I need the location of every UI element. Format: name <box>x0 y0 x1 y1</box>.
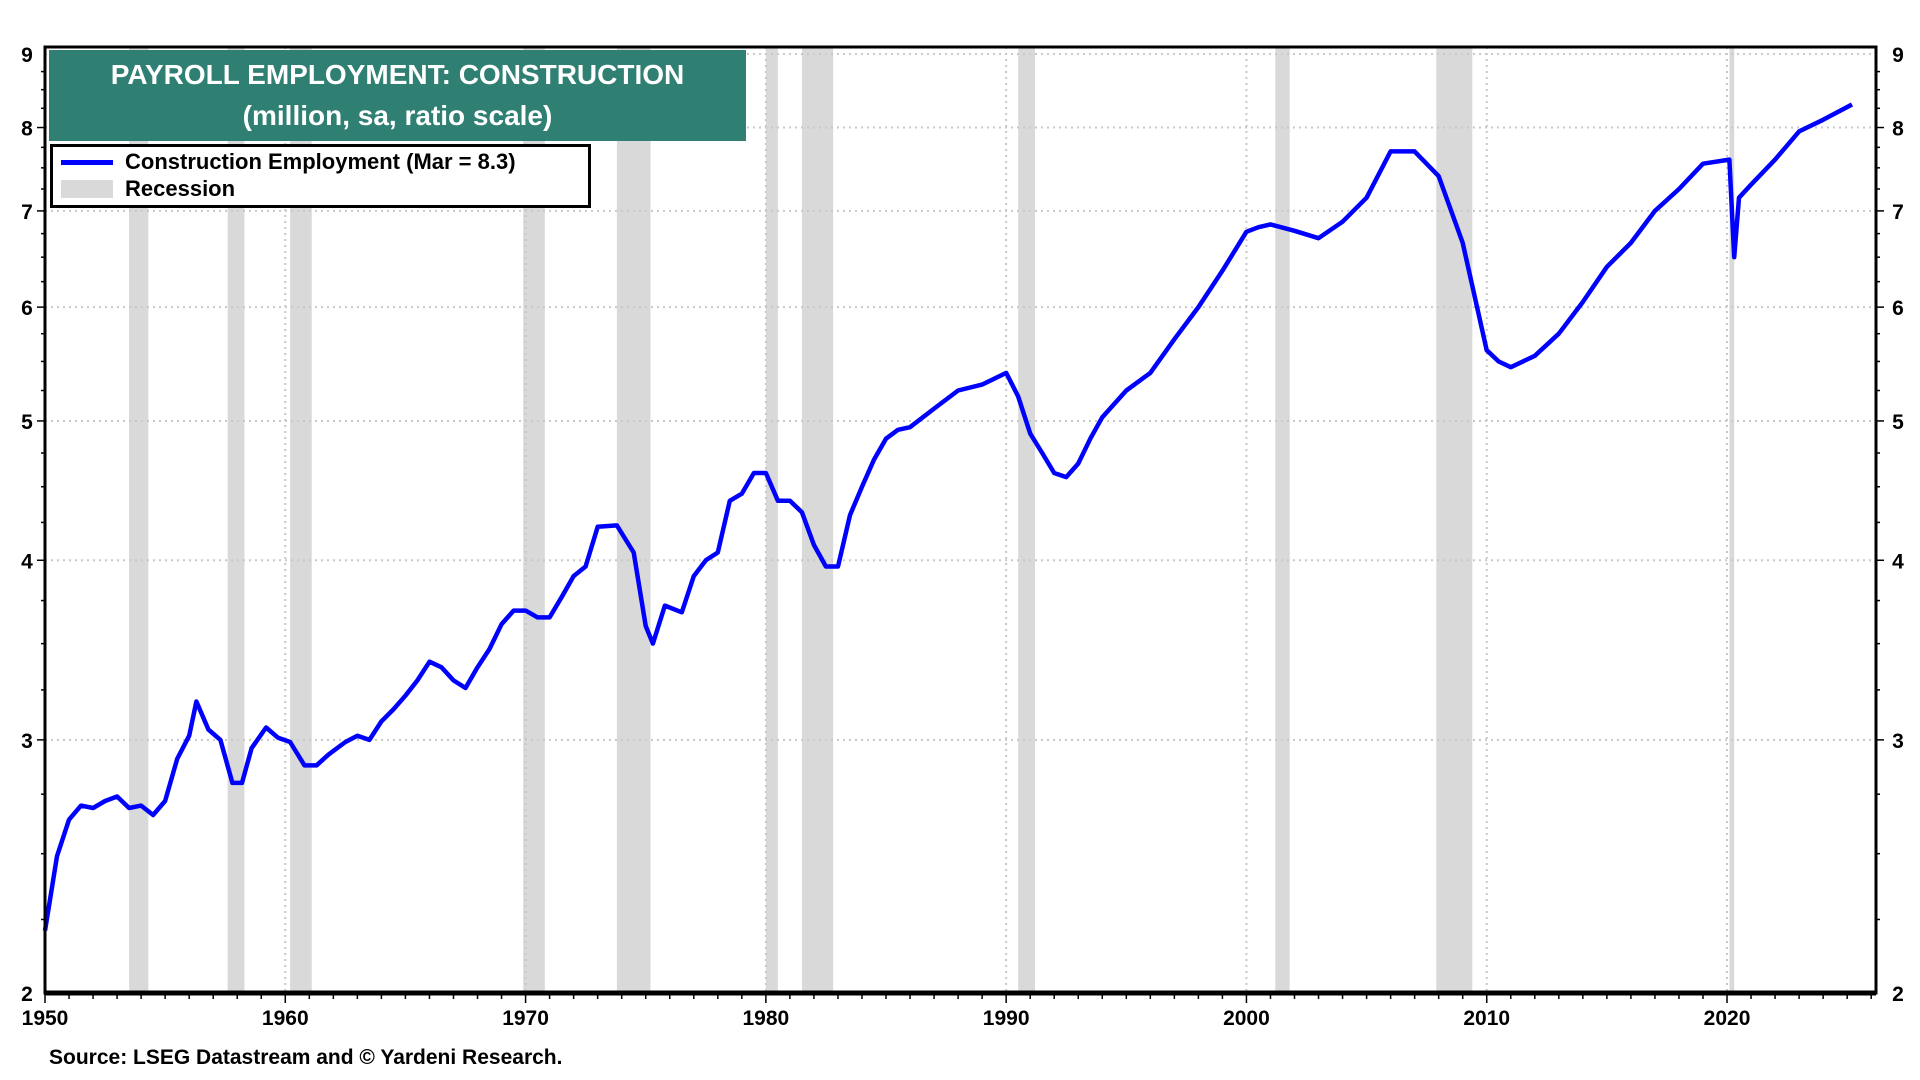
y-tick-label-left: 6 <box>21 297 33 320</box>
x-tick-label: 2020 <box>1704 1007 1751 1030</box>
source-note: Source: LSEG Datastream and © Yardeni Re… <box>49 1046 563 1069</box>
recession-band <box>1018 47 1035 993</box>
recession-band <box>227 47 245 993</box>
x-tick-label: 1950 <box>22 1007 69 1030</box>
x-tick-label: 1990 <box>983 1007 1030 1030</box>
y-tick-label-left: 2 <box>21 983 33 1006</box>
recession-bands <box>129 47 1735 993</box>
y-tick-label-left: 8 <box>21 118 33 141</box>
legend-label: Recession <box>125 176 236 201</box>
recession-band <box>1436 47 1473 993</box>
recession-band <box>1275 47 1290 993</box>
y-tick-label-left: 5 <box>21 411 33 434</box>
y-tick-label-right: 6 <box>1892 297 1904 320</box>
legend-item-recession: Recession <box>61 176 235 202</box>
y-tick-label-left: 4 <box>21 550 33 573</box>
legend: Construction Employment (Mar = 8.3) Rece… <box>50 144 591 208</box>
y-tick-label-right: 4 <box>1892 550 1904 573</box>
x-tick-label: 1960 <box>262 1007 309 1030</box>
chart-subtitle: (million, sa, ratio scale) <box>242 100 553 131</box>
y-tick-label-left: 7 <box>21 201 33 224</box>
x-tick-label: 2010 <box>1463 1007 1510 1030</box>
legend-item-construction: Construction Employment (Mar = 8.3) <box>61 149 516 175</box>
recession-band <box>1729 47 1735 993</box>
x-tick-label: 1980 <box>743 1007 790 1030</box>
y-tick-label-right: 7 <box>1892 201 1904 224</box>
y-tick-label-right: 9 <box>1892 44 1904 67</box>
recession-band <box>129 47 149 993</box>
construction-employment-line <box>42 102 1854 932</box>
y-tick-label-left: 9 <box>21 44 33 67</box>
recession-band <box>523 47 545 993</box>
y-tick-label-right: 8 <box>1892 118 1904 141</box>
recession-band <box>616 47 651 993</box>
y-tick-label-right: 3 <box>1892 730 1904 753</box>
legend-line-swatch <box>61 159 113 165</box>
chart-title: PAYROLL EMPLOYMENT: CONSTRUCTION <box>110 59 685 90</box>
x-tick-label: 2000 <box>1223 1007 1270 1030</box>
chart-title-box: PAYROLL EMPLOYMENT: CONSTRUCTION (millio… <box>49 50 746 141</box>
y-tick-label-right: 5 <box>1892 411 1904 434</box>
gridlines <box>45 47 1876 993</box>
legend-band-swatch <box>61 180 113 198</box>
series-layer <box>42 102 1854 932</box>
y-tick-label-left: 3 <box>21 730 33 753</box>
tick-labels: 2 2 3 3 4 4 5 5 6 6 7 7 8 8 9 9 1950 1960 1970 1980 1990 2000… <box>21 44 1904 1030</box>
recession-band <box>765 47 778 993</box>
y-tick-label-right: 2 <box>1892 983 1904 1006</box>
recession-band <box>290 47 312 993</box>
x-tick-label: 1970 <box>502 1007 549 1030</box>
legend-label: Construction Employment (Mar = 8.3) <box>125 149 516 174</box>
axes <box>37 45 1884 1003</box>
